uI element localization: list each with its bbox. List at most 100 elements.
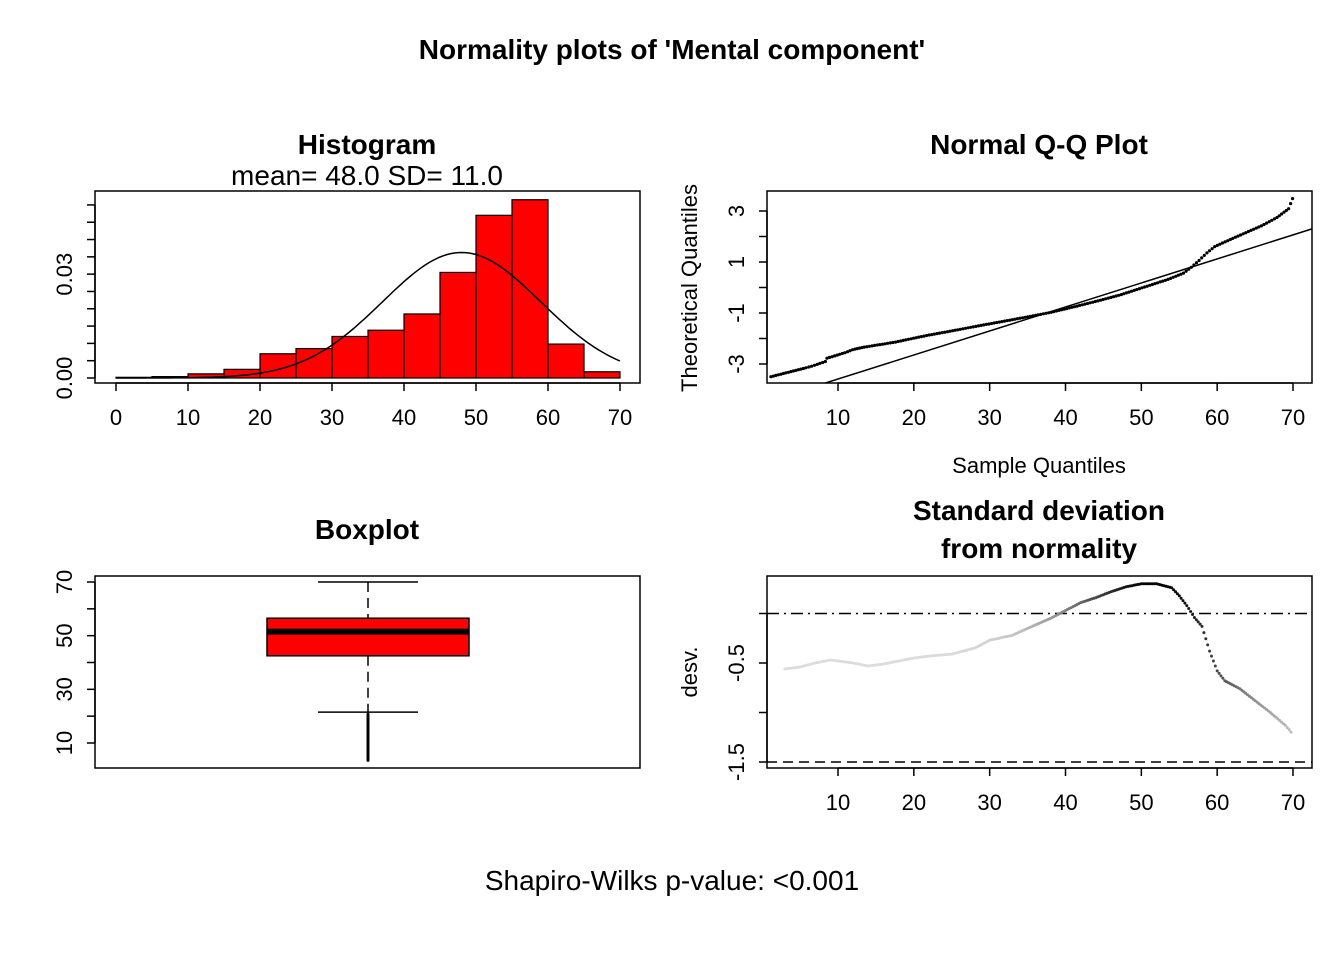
qq-point — [1080, 303, 1084, 307]
qq-point — [1284, 208, 1288, 213]
qq-point — [930, 333, 934, 337]
qq-point — [899, 339, 903, 343]
deviation-point — [1194, 618, 1198, 622]
qq-point — [1200, 256, 1204, 260]
qq-point — [1135, 287, 1139, 292]
qq-point — [774, 373, 778, 377]
deviation-x-tick-label-6: 70 — [1281, 790, 1305, 815]
qq-point — [1207, 249, 1212, 253]
qq-point — [1101, 297, 1105, 302]
qq-point — [995, 320, 999, 325]
qq-point — [801, 366, 806, 371]
qq-point — [951, 329, 955, 333]
qq-point — [912, 336, 916, 340]
qq-point — [989, 321, 994, 326]
qq-point — [1272, 217, 1276, 221]
qq-point — [815, 362, 819, 366]
deviation-point — [1196, 620, 1200, 624]
qq-point — [810, 364, 814, 368]
qq-point — [776, 373, 781, 377]
qq-point — [843, 351, 847, 355]
qq-point — [838, 352, 842, 356]
deviation-point — [1189, 610, 1193, 613]
boxplot-y-tick-label-1: 30 — [52, 677, 77, 701]
deviation-point — [1198, 622, 1202, 626]
qq-point — [791, 369, 796, 373]
qq-point — [1093, 299, 1097, 304]
qq-point — [1246, 229, 1250, 234]
qq-point — [1290, 196, 1295, 201]
qq-point — [821, 360, 825, 365]
qq-point — [1083, 302, 1087, 306]
qq-point — [927, 333, 931, 337]
boxplot-y-tick-label-3: 70 — [52, 570, 77, 594]
qq-point — [1254, 226, 1258, 230]
qq-point — [1098, 298, 1103, 302]
deviation-point — [1206, 643, 1210, 647]
qq-point — [1013, 317, 1017, 321]
qq-point — [1270, 218, 1274, 222]
qq-point — [893, 340, 898, 344]
qq-point — [1205, 251, 1209, 255]
qq-point — [833, 354, 837, 358]
qq-point — [807, 365, 811, 369]
qq-point — [984, 322, 988, 326]
qq-point — [1008, 318, 1012, 322]
qq-x-tick-label-6: 70 — [1281, 405, 1305, 430]
qq-point — [1257, 225, 1261, 229]
qq-point — [961, 327, 965, 331]
qq-plot-title: Normal Q-Q Plot — [930, 129, 1148, 160]
deviation-point — [1183, 601, 1187, 605]
qq-point — [1127, 290, 1131, 294]
deviation-x-tick-label-1: 20 — [902, 790, 926, 815]
boxplot-panel: Boxplot 10 30 50 70 — [52, 514, 641, 769]
qq-point — [888, 341, 892, 345]
qq-point — [917, 335, 921, 339]
qq-reference-line — [825, 228, 1313, 384]
qq-point — [1000, 320, 1004, 324]
histogram-bar-9 — [439, 271, 477, 379]
qq-point — [906, 337, 911, 341]
boxplot-y-tick-label-2: 50 — [52, 623, 77, 647]
qq-point — [1215, 243, 1219, 247]
qq-point — [835, 353, 839, 357]
qq-point — [1130, 289, 1134, 293]
deviation-point — [1215, 669, 1219, 673]
qq-point — [938, 331, 942, 335]
qq-y-tick-label-0: -3 — [724, 354, 749, 374]
qq-point — [786, 370, 791, 374]
interquartile-box — [266, 617, 470, 657]
deviation-panel: Standard deviation from normality desv. … — [677, 495, 1313, 815]
qq-point — [979, 323, 983, 327]
qq-point — [1137, 287, 1141, 291]
deviation-point — [1289, 730, 1293, 734]
qq-point — [932, 332, 937, 336]
qq-point — [925, 333, 929, 338]
qq-point — [1015, 317, 1020, 321]
histogram-x-tick-label-5: 50 — [464, 405, 488, 430]
deviation-title-line2: from normality — [941, 533, 1137, 564]
deviation-title: Standard deviation — [913, 495, 1165, 526]
qq-point — [1275, 215, 1279, 220]
qq-point — [1179, 272, 1183, 276]
qq-point — [904, 338, 908, 342]
qq-point — [1072, 305, 1077, 309]
deviation-point — [1181, 599, 1185, 603]
qq-point — [1228, 237, 1232, 242]
qq-point — [1249, 228, 1253, 232]
qq-point — [1241, 232, 1245, 236]
qq-point — [1231, 236, 1235, 240]
qq-point — [966, 326, 970, 330]
qq-point — [851, 348, 855, 352]
qq-point — [922, 334, 926, 338]
qq-point — [858, 346, 862, 350]
qq-point — [1161, 279, 1165, 283]
histogram-x-tick-label-4: 40 — [392, 405, 416, 430]
qq-point — [896, 339, 900, 344]
qq-point — [1078, 303, 1082, 307]
deviation-point — [1204, 637, 1208, 641]
qq-y-tick-label-3: 3 — [724, 205, 749, 217]
deviation-point — [1287, 728, 1291, 732]
qq-point — [1124, 291, 1128, 295]
qq-point — [883, 342, 887, 346]
